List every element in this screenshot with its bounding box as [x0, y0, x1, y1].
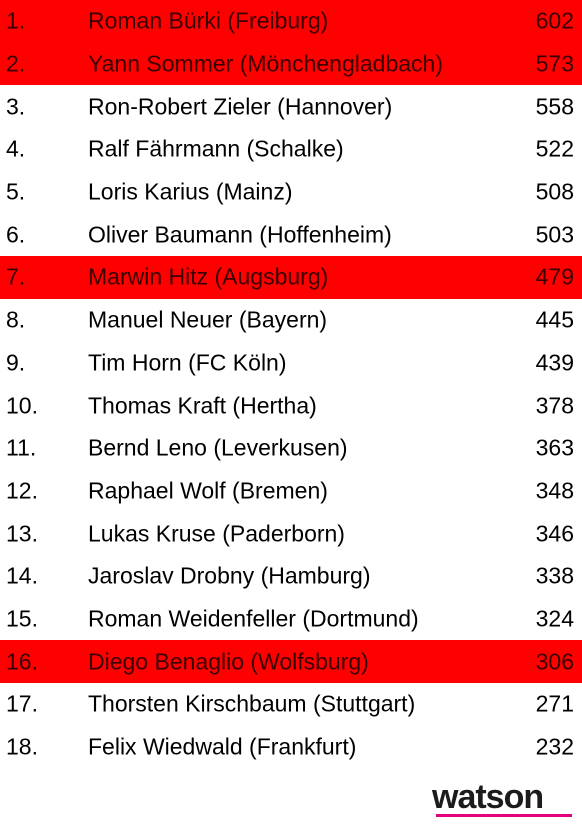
- value-cell: 479: [535, 263, 574, 290]
- table-row: 5. Loris Karius (Mainz) 508: [0, 171, 582, 214]
- table-row: 13. Lukas Kruse (Paderborn) 346: [0, 512, 582, 555]
- value-cell: 338: [535, 562, 574, 589]
- watson-logo-text: watson: [432, 778, 544, 816]
- table-row: 18. Felix Wiedwald (Frankfurt) 232: [0, 726, 582, 769]
- player-name-cell: Ralf Fährmann (Schalke): [88, 135, 344, 162]
- rank-cell: 15.: [6, 605, 38, 632]
- player-name-cell: Raphael Wolf (Bremen): [88, 477, 328, 504]
- rank-cell: 3.: [6, 93, 26, 120]
- value-cell: 348: [535, 477, 574, 504]
- rank-cell: 7.: [6, 263, 26, 290]
- value-cell: 346: [535, 520, 574, 547]
- rank-cell: 12.: [6, 477, 38, 504]
- player-name-cell: Bernd Leno (Leverkusen): [88, 434, 348, 461]
- table-row: 3. Ron-Robert Zieler (Hannover) 558: [0, 85, 582, 128]
- player-name-cell: Ron-Robert Zieler (Hannover): [88, 93, 393, 120]
- rank-cell: 9.: [6, 349, 26, 376]
- table-row: 14. Jaroslav Drobny (Hamburg) 338: [0, 555, 582, 598]
- player-name-cell: Thorsten Kirschbaum (Stuttgart): [88, 690, 416, 717]
- player-name-cell: Jaroslav Drobny (Hamburg): [88, 562, 371, 589]
- watson-logo-underline: [436, 814, 572, 817]
- player-name-cell: Marwin Hitz (Augsburg): [88, 263, 329, 290]
- rank-cell: 8.: [6, 306, 26, 333]
- player-name-cell: Felix Wiedwald (Frankfurt): [88, 733, 357, 760]
- value-cell: 232: [535, 733, 574, 760]
- value-cell: 439: [535, 349, 574, 376]
- value-cell: 573: [535, 50, 574, 77]
- value-cell: 602: [535, 7, 574, 34]
- table-row: 16. Diego Benaglio (Wolfsburg) 306: [0, 640, 582, 683]
- rank-cell: 14.: [6, 562, 38, 589]
- table-row: 10. Thomas Kraft (Hertha) 378: [0, 384, 582, 427]
- rank-cell: 16.: [6, 648, 38, 675]
- table-row: 6. Oliver Baumann (Hoffenheim) 503: [0, 213, 582, 256]
- player-name-cell: Loris Karius (Mainz): [88, 178, 293, 205]
- table-row: 17. Thorsten Kirschbaum (Stuttgart) 271: [0, 683, 582, 726]
- player-name-cell: Manuel Neuer (Bayern): [88, 306, 328, 333]
- rank-cell: 2.: [6, 50, 26, 77]
- value-cell: 508: [535, 178, 574, 205]
- table-row: 15. Roman Weidenfeller (Dortmund) 324: [0, 598, 582, 641]
- value-cell: 363: [535, 434, 574, 461]
- value-cell: 558: [535, 93, 574, 120]
- rank-cell: 11.: [6, 434, 37, 461]
- rank-cell: 1.: [6, 7, 26, 34]
- table-row: 8. Manuel Neuer (Bayern) 445: [0, 299, 582, 342]
- value-cell: 306: [535, 648, 574, 675]
- value-cell: 522: [535, 135, 574, 162]
- table-row: 2. Yann Sommer (Mönchengladbach) 573: [0, 42, 582, 86]
- rank-cell: 17.: [6, 690, 38, 717]
- player-name-cell: Roman Weidenfeller (Dortmund): [88, 605, 419, 632]
- player-name-cell: Roman Bürki (Freiburg): [88, 7, 329, 34]
- value-cell: 324: [535, 605, 574, 632]
- ranking-table: 1. Roman Bürki (Freiburg) 602 2. Yann Sommer…: [0, 0, 582, 769]
- rank-cell: 5.: [6, 178, 26, 205]
- player-name-cell: Tim Horn (FC Köln): [88, 349, 287, 376]
- rank-cell: 6.: [6, 221, 26, 248]
- value-cell: 271: [535, 690, 574, 717]
- value-cell: 503: [535, 221, 574, 248]
- value-cell: 445: [535, 306, 574, 333]
- player-name-cell: Yann Sommer (Mönchengladbach): [88, 50, 443, 77]
- player-name-cell: Diego Benaglio (Wolfsburg): [88, 648, 369, 675]
- table-row: 11. Bernd Leno (Leverkusen) 363: [0, 427, 582, 470]
- value-cell: 378: [535, 392, 574, 419]
- player-name-cell: Oliver Baumann (Hoffenheim): [88, 221, 392, 248]
- rank-cell: 10.: [6, 392, 38, 419]
- rank-cell: 4.: [6, 135, 26, 162]
- rank-cell: 13.: [6, 520, 38, 547]
- table-row: 12. Raphael Wolf (Bremen) 348: [0, 470, 582, 513]
- table-row: 4. Ralf Fährmann (Schalke) 522: [0, 128, 582, 171]
- player-name-cell: Lukas Kruse (Paderborn): [88, 520, 345, 547]
- player-name-cell: Thomas Kraft (Hertha): [88, 392, 317, 419]
- table-row: 9. Tim Horn (FC Köln) 439: [0, 342, 582, 385]
- table-row: 1. Roman Bürki (Freiburg) 602: [0, 0, 582, 43]
- rank-cell: 18.: [6, 733, 38, 760]
- watson-logo: watson: [432, 778, 576, 820]
- table-row: 7. Marwin Hitz (Augsburg) 479: [0, 256, 582, 299]
